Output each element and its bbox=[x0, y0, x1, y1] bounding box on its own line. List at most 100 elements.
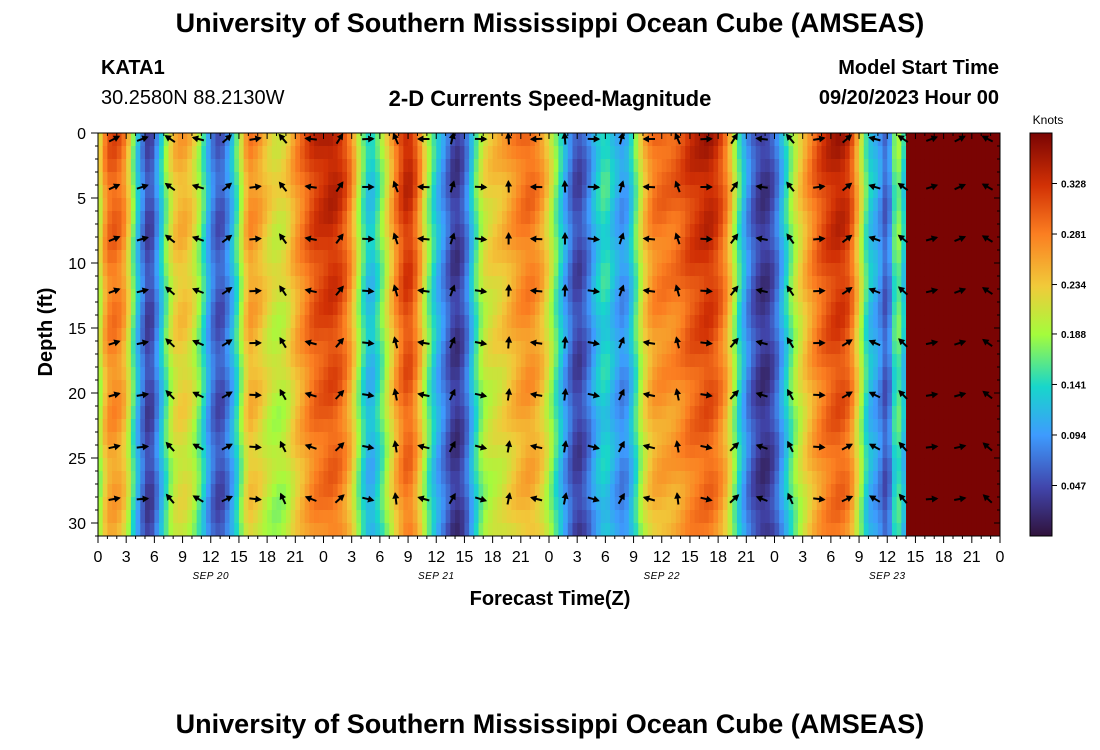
heat-cell bbox=[577, 224, 583, 238]
heat-cell bbox=[417, 471, 423, 485]
heat-cell bbox=[511, 146, 517, 160]
heat-cell bbox=[342, 484, 348, 498]
heat-cell bbox=[769, 471, 776, 485]
heat-cell bbox=[342, 328, 348, 342]
heat-cell bbox=[464, 458, 470, 472]
heat-cell bbox=[600, 146, 606, 160]
heat-cell bbox=[633, 211, 639, 225]
heat-cell bbox=[694, 471, 700, 485]
heat-cell bbox=[502, 211, 508, 225]
heat-cell bbox=[595, 497, 602, 511]
heat-cell bbox=[741, 393, 747, 407]
heat-cell bbox=[271, 302, 278, 316]
heat-cell bbox=[403, 432, 409, 446]
heat-cell bbox=[177, 445, 184, 459]
heat-cell bbox=[563, 432, 569, 446]
heat-cell bbox=[168, 289, 174, 303]
heat-cell bbox=[112, 328, 118, 342]
heat-cell bbox=[506, 211, 513, 225]
heat-cell bbox=[694, 497, 700, 511]
heat-cell bbox=[332, 237, 339, 251]
heat-cell bbox=[285, 237, 292, 251]
heat-cell bbox=[807, 315, 813, 329]
heat-cell bbox=[464, 354, 470, 368]
heat-cell bbox=[356, 484, 362, 498]
heat-cell bbox=[478, 354, 484, 368]
heat-cell bbox=[126, 315, 132, 329]
heat-cell bbox=[671, 445, 677, 459]
heat-cell bbox=[722, 159, 729, 173]
heat-cell bbox=[783, 406, 790, 420]
heat-cell bbox=[224, 341, 231, 355]
heat-cell bbox=[389, 250, 395, 264]
heat-cell bbox=[431, 432, 437, 446]
heat-cell bbox=[647, 302, 653, 316]
heat-cell bbox=[135, 185, 141, 199]
heat-cell bbox=[356, 276, 362, 290]
heat-cell bbox=[323, 133, 329, 147]
heat-cell bbox=[243, 484, 249, 498]
heat-cell bbox=[163, 445, 170, 459]
heat-cell bbox=[130, 263, 137, 277]
heat-cell bbox=[121, 172, 127, 186]
heat-cell bbox=[563, 146, 569, 160]
heat-cell bbox=[154, 367, 160, 381]
heat-cell bbox=[633, 458, 639, 472]
heat-cell bbox=[633, 133, 639, 147]
heat-cell bbox=[337, 276, 343, 290]
heat-cell bbox=[412, 354, 419, 368]
heat-cell bbox=[844, 263, 851, 277]
heat-cell bbox=[135, 484, 141, 498]
heat-cell bbox=[290, 445, 296, 459]
heat-cell bbox=[633, 198, 639, 212]
heat-cell bbox=[384, 159, 390, 173]
heat-cell bbox=[436, 224, 442, 238]
heat-cell bbox=[736, 276, 743, 290]
heat-cell bbox=[520, 237, 527, 251]
heat-cell bbox=[544, 432, 550, 446]
heat-cell bbox=[826, 497, 832, 511]
heat-cell bbox=[130, 354, 137, 368]
heat-cell bbox=[666, 289, 672, 303]
heat-cell bbox=[224, 289, 231, 303]
heat-cell bbox=[450, 406, 456, 420]
heat-cell bbox=[736, 224, 743, 238]
heat-cell bbox=[549, 458, 555, 472]
heat-cell bbox=[647, 263, 653, 277]
heat-cell bbox=[365, 315, 372, 329]
heat-cell bbox=[403, 289, 409, 303]
heat-cell bbox=[769, 276, 776, 290]
heat-cell bbox=[816, 185, 823, 199]
heat-cell bbox=[638, 432, 644, 446]
heat-cell bbox=[98, 159, 104, 173]
heat-cell bbox=[393, 198, 400, 212]
heat-cell bbox=[229, 445, 235, 459]
heat-cell bbox=[408, 146, 414, 160]
heat-cell bbox=[464, 211, 470, 225]
heat-cell bbox=[619, 380, 625, 394]
heat-cell bbox=[412, 510, 419, 524]
heat-cell bbox=[130, 380, 137, 394]
heat-cell bbox=[238, 198, 245, 212]
heat-cell bbox=[229, 510, 235, 524]
heat-cell bbox=[135, 341, 141, 355]
heat-cell bbox=[234, 276, 240, 290]
heat-cell bbox=[605, 341, 611, 355]
heat-cell bbox=[300, 237, 306, 251]
heat-cell bbox=[469, 367, 475, 381]
heat-cell bbox=[271, 146, 278, 160]
heat-cell bbox=[736, 367, 743, 381]
heat-cell bbox=[135, 172, 141, 186]
heat-cell bbox=[440, 237, 447, 251]
heat-cell bbox=[408, 289, 414, 303]
heat-cell bbox=[332, 510, 339, 524]
heat-cell bbox=[605, 393, 611, 407]
heat-cell bbox=[168, 224, 174, 238]
heat-cell bbox=[483, 276, 489, 290]
heat-cell bbox=[487, 432, 494, 446]
heat-cell bbox=[680, 341, 686, 355]
heat-cell bbox=[159, 523, 165, 536]
heat-cell bbox=[516, 172, 522, 186]
heat-cell bbox=[732, 445, 738, 459]
heat-cell bbox=[765, 276, 771, 290]
